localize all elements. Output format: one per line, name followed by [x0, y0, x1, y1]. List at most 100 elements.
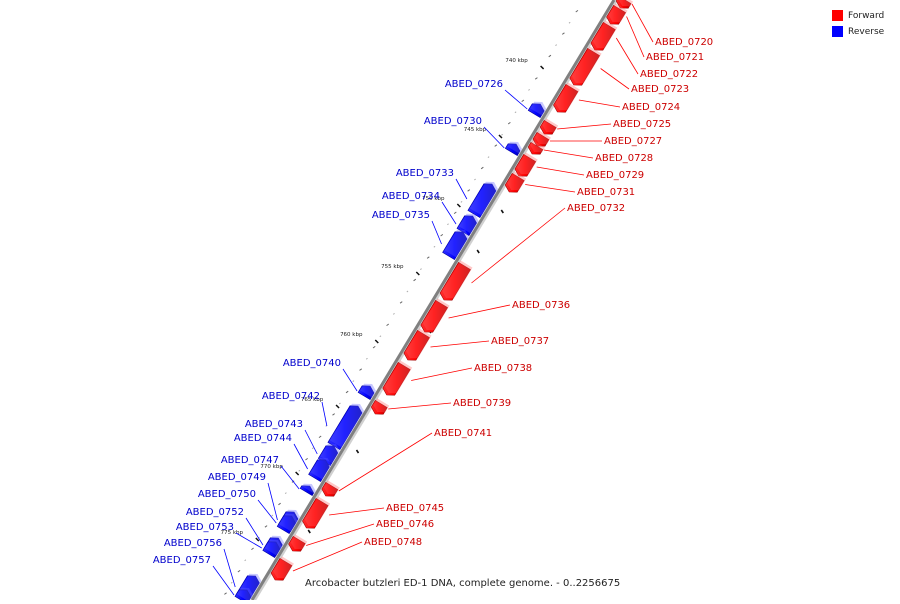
reverse-gene-label[interactable]: ABED_0735: [372, 210, 430, 221]
reverse-gene-leader: [212, 565, 235, 596]
forward-gene-glyph[interactable]: [504, 171, 527, 193]
forward-gene-label[interactable]: ABED_0746: [376, 519, 434, 530]
forward-gene-glyph[interactable]: [370, 398, 390, 415]
forward-gene-label[interactable]: ABED_0720: [655, 37, 713, 48]
reverse-gene-label[interactable]: ABED_0734: [382, 191, 440, 202]
scale-minor-tick: [480, 166, 484, 170]
reverse-gene-label[interactable]: ABED_0726: [445, 79, 503, 90]
forward-gene-glyph[interactable]: [382, 360, 413, 396]
reverse-gene-glyph[interactable]: [308, 457, 332, 483]
forward-gene-glyph[interactable]: [527, 140, 545, 155]
scale-tick-label: 745 kbp: [464, 127, 487, 133]
reverse-gene-glyph[interactable]: [357, 383, 376, 401]
scale-major-tick: [540, 65, 545, 70]
reverse-gene-leader: [235, 532, 262, 549]
forward-gene-glyph[interactable]: [590, 20, 618, 51]
reverse-gene-label[interactable]: ABED_0753: [176, 522, 234, 533]
scale-minor-tick: [278, 502, 281, 506]
forward-gene-label[interactable]: ABED_0727: [604, 136, 662, 147]
forward-gene-label[interactable]: ABED_0736: [512, 300, 570, 311]
forward-gene-label[interactable]: ABED_0728: [595, 153, 653, 164]
forward-gene-glyph[interactable]: [288, 534, 308, 552]
forward-gene-label[interactable]: ABED_0725: [613, 119, 671, 130]
forward-gene-glyph[interactable]: [302, 496, 331, 529]
scale-tick-label: 770 kbp: [260, 464, 283, 470]
forward-gene-glyph[interactable]: [403, 328, 432, 361]
scale-minor-tick: [318, 435, 322, 439]
reverse-gene-label[interactable]: ABED_0747: [221, 455, 279, 466]
reverse-gene-label[interactable]: ABED_0744: [234, 433, 292, 444]
scale-minor-tick: [467, 189, 471, 192]
forward-gene-leader: [543, 149, 594, 159]
reverse-gene-glyph[interactable]: [442, 229, 469, 261]
forward-gene-glyph[interactable]: [615, 0, 633, 9]
forward-gene-glyph[interactable]: [553, 82, 580, 113]
scale-minor-tick: [507, 121, 511, 125]
reverse-gene-leader: [223, 548, 236, 588]
forward-gene-leader: [615, 37, 639, 75]
legend-reverse: Reverse: [832, 24, 892, 39]
forward-gene-glyph[interactable]: [270, 556, 294, 581]
reverse-gene-glyph[interactable]: [504, 141, 522, 157]
scale-minor-tick: [521, 99, 525, 103]
reverse-gene-label[interactable]: ABED_0750: [198, 489, 256, 500]
forward-gene-label[interactable]: ABED_0729: [586, 170, 644, 181]
forward-gene-glyph[interactable]: [321, 480, 340, 497]
forward-gene-label[interactable]: ABED_0741: [434, 428, 492, 439]
legend-forward: Forward: [832, 8, 892, 23]
scale-minor-tick: [237, 569, 241, 573]
reverse-gene-label[interactable]: ABED_0742: [262, 391, 320, 402]
reverse-gene-label[interactable]: ABED_0757: [153, 555, 211, 566]
forward-gene-leader: [578, 99, 621, 108]
forward-gene-label[interactable]: ABED_0738: [474, 363, 532, 374]
forward-gene-glyph[interactable]: [539, 118, 559, 135]
scale-minor-tick: [548, 54, 552, 58]
forward-gene-label[interactable]: ABED_0739: [453, 398, 511, 409]
reverse-gene-label[interactable]: ABED_0743: [245, 419, 303, 430]
reverse-gene-glyph[interactable]: [527, 101, 547, 119]
reverse-gene-leader: [431, 220, 442, 245]
reverse-gene-glyph[interactable]: [262, 539, 282, 559]
legend-forward-label: Forward: [848, 10, 885, 21]
forward-gene-leader: [600, 68, 630, 90]
scale-tick-label: 775 kbp: [221, 530, 244, 536]
reverse-gene-leader: [483, 126, 505, 149]
forward-gene-label[interactable]: ABED_0724: [622, 102, 680, 113]
reverse-gene-label[interactable]: ABED_0756: [164, 538, 222, 549]
forward-gene-label[interactable]: ABED_0721: [646, 52, 704, 63]
forward-gene-label[interactable]: ABED_0722: [640, 69, 698, 80]
scale-minor-tick: [453, 211, 457, 215]
forward-gene-glyph[interactable]: [532, 130, 551, 147]
reverse-gene-glyph[interactable]: [327, 403, 364, 451]
reverse-gene-glyph[interactable]: [456, 213, 479, 237]
reverse-gene-glyph[interactable]: [299, 483, 316, 497]
scale-minor-tick: [420, 268, 422, 270]
reverse-gene-label[interactable]: ABED_0740: [283, 358, 341, 369]
reverse-gene-label[interactable]: ABED_0733: [396, 168, 454, 179]
forward-gene-label[interactable]: ABED_0737: [491, 336, 549, 347]
forward-gene-label[interactable]: ABED_0723: [631, 84, 689, 95]
scale-minor-tick: [359, 368, 363, 371]
forward-gene-label[interactable]: ABED_0732: [567, 203, 625, 214]
forward-gene-glyph[interactable]: [514, 152, 538, 177]
forward-gene-label[interactable]: ABED_0745: [386, 503, 444, 514]
scale-minor-tick: [386, 323, 390, 327]
forward-gene-glyph[interactable]: [606, 3, 628, 25]
scale-minor-tick: [487, 156, 490, 158]
forward-gene-glyph[interactable]: [439, 260, 473, 301]
reverse-gene-glyph[interactable]: [276, 513, 298, 535]
reverse-gene-label[interactable]: ABED_0730: [424, 116, 482, 127]
forward-gene-leader: [329, 507, 385, 516]
forward-gene-label[interactable]: ABED_0748: [364, 537, 422, 548]
reverse-gene-glyph[interactable]: [467, 181, 498, 219]
forward-gene-leader: [626, 16, 645, 58]
reverse-gene-label[interactable]: ABED_0749: [208, 472, 266, 483]
forward-gene-label[interactable]: ABED_0731: [577, 187, 635, 198]
forward-gene-glyph[interactable]: [420, 298, 450, 333]
reverse-gene-leader: [293, 443, 308, 470]
reverse-gene-label[interactable]: ABED_0752: [186, 507, 244, 518]
forward-gene-leader: [471, 207, 566, 284]
genes-layer: [234, 0, 633, 604]
forward-gene-glyph[interactable]: [569, 46, 602, 86]
dna-axis-layer: [250, 0, 618, 602]
